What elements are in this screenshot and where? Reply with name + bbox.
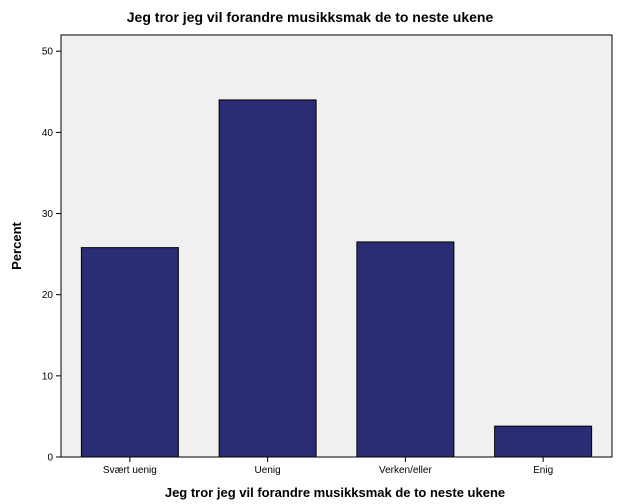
x-tick-label: Enig [533, 465, 553, 476]
y-tick-label: 40 [42, 128, 54, 139]
x-tick-label: Svært uenig [103, 465, 157, 476]
x-axis-label: Jeg tror jeg vil forandre musikksmak de … [165, 485, 505, 500]
y-tick-label: 10 [42, 371, 54, 382]
bars [80, 99, 593, 458]
x-tick-label: Uenig [255, 465, 281, 476]
bar-1 [218, 99, 317, 458]
y-axis-label: Percent [9, 221, 24, 269]
x-tick-label: Verken/eller [379, 465, 432, 476]
chart-title: Jeg tror jeg vil forandre musikksmak de … [127, 9, 494, 25]
bar-3 [494, 425, 593, 458]
x-axis: Svært uenig Uenig Verken/eller Enig [103, 457, 553, 476]
bar-2 [356, 241, 455, 458]
y-tick-label: 30 [42, 209, 54, 220]
y-tick-label: 20 [42, 290, 54, 301]
y-tick-label: 0 [47, 453, 53, 464]
y-axis: 0 10 20 30 40 50 [42, 47, 61, 464]
bar-0 [80, 247, 179, 458]
y-tick-label: 50 [42, 47, 54, 58]
